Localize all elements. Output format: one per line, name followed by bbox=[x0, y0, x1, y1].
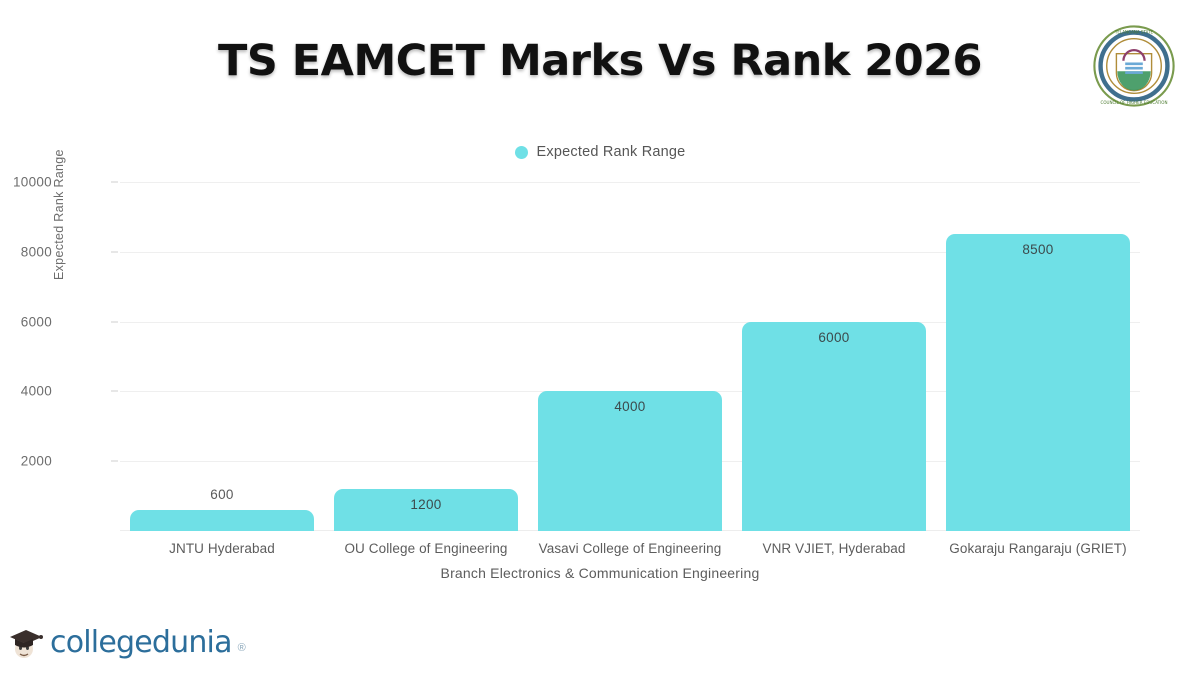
x-axis-tick-label: OU College of Engineering bbox=[344, 541, 508, 556]
x-axis-tick-label: Vasavi College of Engineering bbox=[538, 541, 722, 556]
y-axis-tick-mark bbox=[111, 321, 118, 323]
collegedunia-watermark: collegedunia ® bbox=[8, 625, 246, 660]
legend-item-label: Expected Rank Range bbox=[536, 144, 686, 160]
bar-value-label: 6000 bbox=[818, 329, 850, 345]
bar-value-label: 8500 bbox=[1022, 242, 1054, 258]
bar[interactable]: 4000 bbox=[538, 391, 722, 531]
x-axis-title: Branch Electronics & Communication Engin… bbox=[440, 565, 760, 581]
y-axis-tick-label: 2000 bbox=[20, 453, 52, 469]
gridline bbox=[120, 251, 1140, 253]
y-axis-tick-label: 6000 bbox=[20, 314, 52, 330]
y-axis-tick-label: 10000 bbox=[12, 174, 52, 190]
bar-value-label: 600 bbox=[210, 487, 234, 503]
bar-value-label: 1200 bbox=[410, 497, 442, 513]
y-axis-title: Expected Rank Range bbox=[52, 149, 66, 280]
svg-text:TELANGANA STATE: TELANGANA STATE bbox=[1114, 29, 1154, 34]
x-axis-tick-label: JNTU Hyderabad bbox=[169, 541, 275, 556]
watermark-trademark: ® bbox=[237, 642, 246, 654]
bar[interactable]: 600 bbox=[130, 487, 314, 531]
y-axis-tick-label: 8000 bbox=[20, 244, 52, 260]
graduation-cap-mascot-icon bbox=[10, 629, 43, 658]
council-emblem-logo: TELANGANA STATE COUNCIL OF HIGHER EDUCAT… bbox=[1090, 22, 1178, 110]
watermark-brand-text: collegedunia bbox=[50, 625, 232, 660]
x-axis-tick-label: VNR VJIET, Hyderabad bbox=[762, 541, 906, 556]
plot-area: 2000 4000 6000 8000 10000 600 1200 4000 6000 8500 bbox=[13, 175, 1140, 531]
bar[interactable]: 6000 bbox=[742, 321, 926, 531]
x-axis-tick-label: Gokaraju Rangaraju (GRIET) bbox=[949, 541, 1127, 556]
y-axis-tick-mark bbox=[111, 181, 118, 183]
gridline bbox=[120, 182, 1140, 183]
bar[interactable]: 1200 bbox=[334, 489, 518, 531]
y-axis-tick-mark bbox=[111, 251, 118, 253]
y-axis-tick-mark bbox=[111, 460, 118, 462]
gridline bbox=[120, 321, 1140, 323]
y-axis-tick-mark bbox=[111, 390, 118, 392]
legend-swatch-icon bbox=[514, 145, 528, 159]
chart-legend: Expected Rank Range bbox=[0, 144, 1200, 160]
page-title: TS EAMCET Marks Vs Rank 2026 bbox=[218, 36, 982, 86]
bar[interactable]: 8500 bbox=[946, 234, 1130, 531]
svg-text:COUNCIL OF HIGHER EDUCATION: COUNCIL OF HIGHER EDUCATION bbox=[1101, 100, 1168, 105]
y-axis-tick-label: 4000 bbox=[20, 383, 52, 399]
bar-value-label: 4000 bbox=[614, 399, 646, 415]
